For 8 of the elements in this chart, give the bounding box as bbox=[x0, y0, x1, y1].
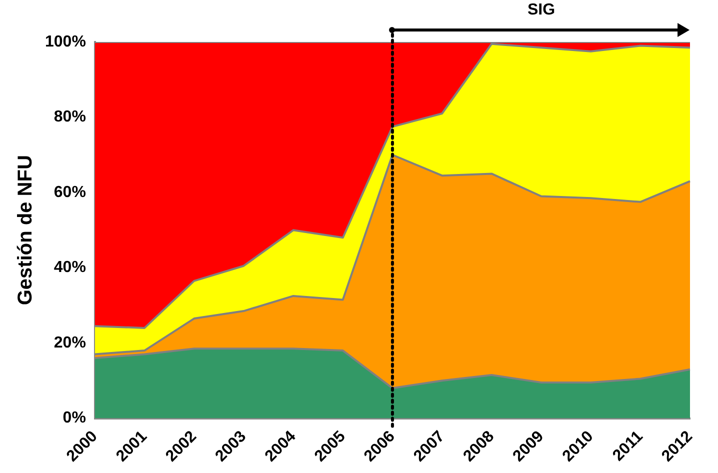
y-tick-label: 80% bbox=[54, 108, 86, 126]
y-tick-label: 0% bbox=[62, 410, 86, 427]
y-tick-label: 100% bbox=[45, 33, 86, 50]
y-tick-label: 20% bbox=[54, 334, 86, 352]
y-tick-label: 40% bbox=[54, 259, 86, 276]
text: SIG bbox=[527, 1, 556, 18]
y-tick-label: 60% bbox=[54, 184, 86, 201]
y-axis-title: Gestión de NFU bbox=[14, 155, 37, 306]
